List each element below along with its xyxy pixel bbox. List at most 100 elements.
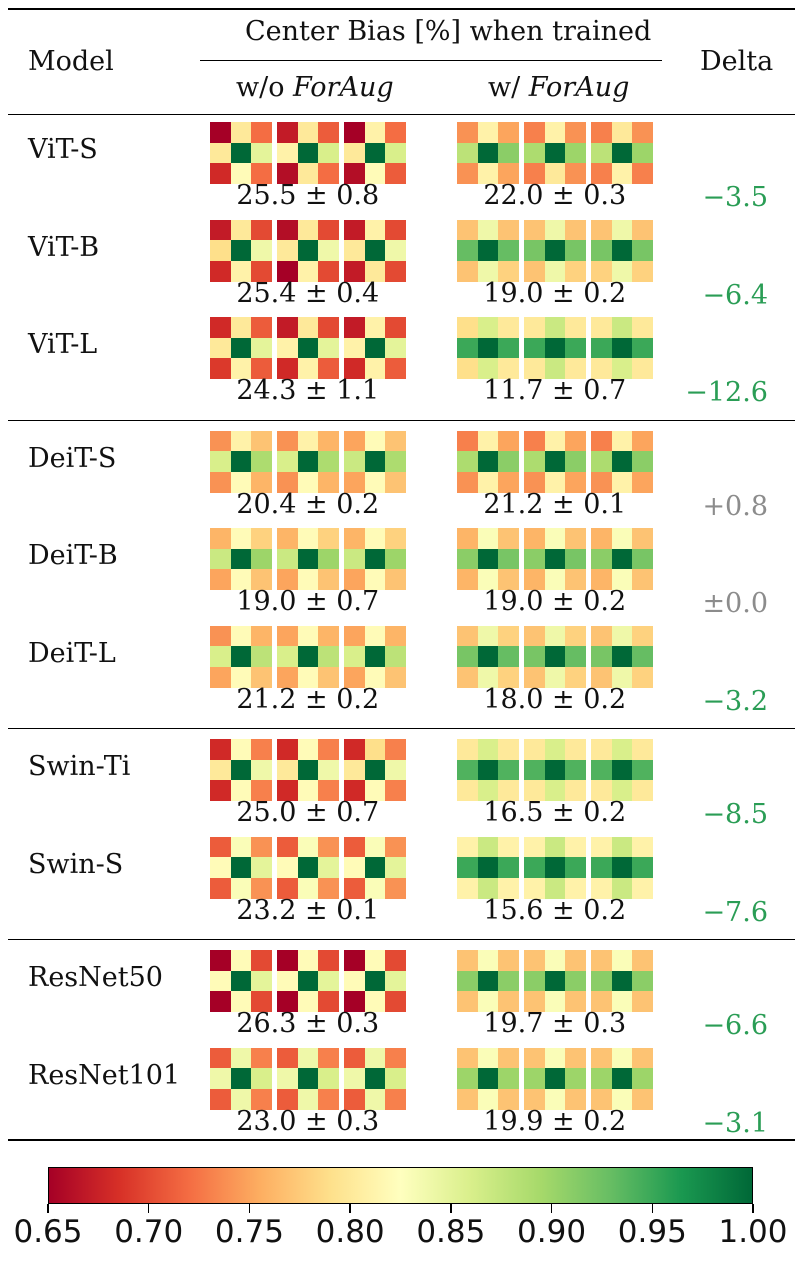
heatmap xyxy=(457,950,519,1012)
heatmap-cell xyxy=(565,970,586,992)
heatmap-cell xyxy=(385,163,406,184)
heatmap-cell xyxy=(611,528,633,549)
delta-value: −3.2 xyxy=(702,685,768,717)
heatmap-cell xyxy=(318,970,339,992)
heatmap-cell xyxy=(210,780,231,801)
heatmap-cell xyxy=(297,666,319,688)
heatmap-cell xyxy=(591,451,612,472)
delta-value: −3.5 xyxy=(702,182,768,213)
heatmap-cell xyxy=(477,337,499,359)
heatmap-cell xyxy=(498,163,519,184)
heatmap-cell xyxy=(210,219,231,241)
heatmap-cell xyxy=(524,625,545,647)
heatmap-cell xyxy=(477,240,499,261)
heatmap-cell xyxy=(591,240,612,261)
colorbar-tick-mark xyxy=(651,1204,654,1213)
header-group-rule xyxy=(200,60,662,62)
heatmap xyxy=(591,1047,653,1110)
heatmap-cell xyxy=(297,739,319,760)
center-bias-without: 20.4 ± 0.2 xyxy=(236,488,380,520)
heatmap-cell xyxy=(277,836,298,858)
heatmap-cell xyxy=(297,528,319,549)
heatmap-cell xyxy=(318,430,339,452)
heatmap-cell xyxy=(632,1047,653,1069)
center-bias-with: 22.0 ± 0.3 xyxy=(483,180,627,211)
heatmap-cell xyxy=(632,219,653,241)
heatmap-cell xyxy=(318,759,339,781)
heatmap-cell xyxy=(591,569,612,590)
heatmap xyxy=(344,122,406,184)
heatmap-cell xyxy=(565,471,586,493)
heatmap-cell xyxy=(457,1068,478,1089)
heatmap-cell xyxy=(318,625,339,647)
heatmap-cell xyxy=(544,991,566,1012)
heatmap-cell xyxy=(611,991,633,1012)
heatmap-cell xyxy=(297,260,319,282)
heatmap-cell xyxy=(477,142,499,164)
heatmap-cell xyxy=(457,471,478,493)
heatmap-cell xyxy=(591,625,612,647)
center-bias-without: 24.3 ± 1.1 xyxy=(236,375,380,406)
heatmap-cell xyxy=(544,780,566,801)
heatmap-cell xyxy=(385,666,406,688)
heatmap xyxy=(524,836,586,899)
heatmap-cell xyxy=(230,548,252,570)
heatmap-cell xyxy=(457,122,478,143)
heatmap-cell xyxy=(498,260,519,282)
heatmap-cell xyxy=(565,950,586,971)
heatmap-cell xyxy=(210,569,231,590)
heatmap xyxy=(344,836,406,899)
heatmap-cell xyxy=(364,1068,386,1089)
colorbar-tick-label: 0.80 xyxy=(315,1214,385,1250)
heatmap-cell xyxy=(297,836,319,858)
heatmap-cell xyxy=(318,1068,339,1089)
heatmap-cell xyxy=(230,666,252,688)
heatmap-cell xyxy=(632,122,653,143)
heatmap-cell xyxy=(364,358,386,379)
heatmap xyxy=(344,430,406,493)
heatmap xyxy=(344,950,406,1012)
heatmap-cell xyxy=(318,163,339,184)
heatmap-cell xyxy=(277,337,298,359)
center-bias-with: 15.6 ± 0.2 xyxy=(483,894,627,926)
heatmap-cell xyxy=(364,260,386,282)
heatmap-cell xyxy=(611,950,633,971)
heatmap-cell xyxy=(565,877,586,899)
heatmap-cell xyxy=(364,739,386,760)
heatmap-cell xyxy=(477,739,499,760)
heatmap-cell xyxy=(210,142,231,164)
heatmap-cell xyxy=(632,528,653,549)
heatmap xyxy=(591,528,653,590)
colorbar-tick-mark xyxy=(752,1204,754,1213)
header-rule xyxy=(8,114,795,116)
heatmap-cell xyxy=(344,991,365,1012)
heatmap-cell xyxy=(565,430,586,452)
heatmap-cell xyxy=(385,970,406,992)
heatmap-cell xyxy=(591,1088,612,1110)
heatmap-cell xyxy=(477,950,499,971)
heatmap-cell xyxy=(565,122,586,143)
heatmap-cell xyxy=(210,471,231,493)
heatmap-cell xyxy=(385,857,406,878)
heatmap-cell xyxy=(524,1088,545,1110)
heatmap-cell xyxy=(277,569,298,590)
heatmap-cell xyxy=(385,739,406,760)
heatmap-cell xyxy=(565,666,586,688)
heatmap-cell xyxy=(318,122,339,143)
heatmap-cell xyxy=(385,122,406,143)
heatmap-cell xyxy=(544,569,566,590)
heatmap-cell xyxy=(457,260,478,282)
heatmap xyxy=(277,739,339,801)
heatmap-cell xyxy=(632,970,653,992)
heatmap-cell xyxy=(611,358,633,379)
heatmap xyxy=(210,219,272,282)
heatmap-cell xyxy=(210,991,231,1012)
heatmap-cell xyxy=(364,991,386,1012)
heatmap-cell xyxy=(297,471,319,493)
heatmap-cell xyxy=(591,122,612,143)
heatmap xyxy=(457,836,519,899)
colorbar-tick-mark xyxy=(248,1204,251,1213)
heatmap-cell xyxy=(632,646,653,667)
heatmap-cell xyxy=(230,857,252,878)
heatmap-cell xyxy=(230,163,252,184)
